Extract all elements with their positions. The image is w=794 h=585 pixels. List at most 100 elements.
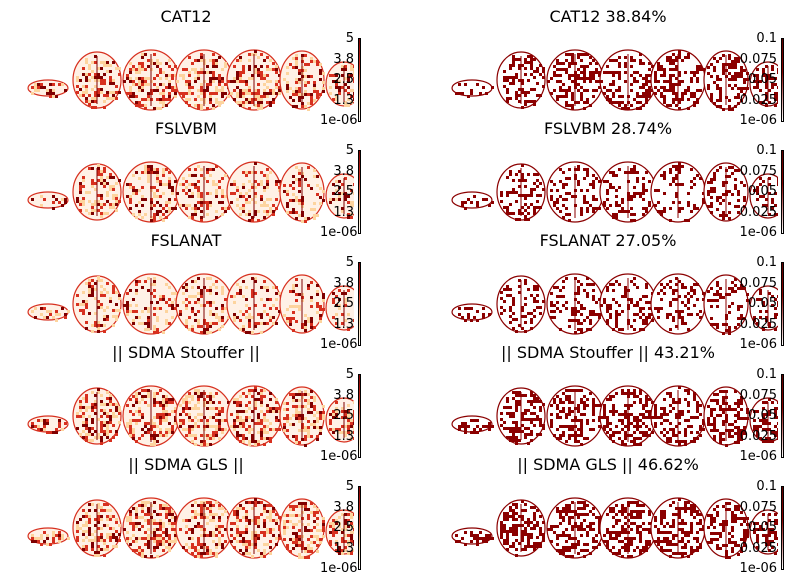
brain-slice xyxy=(72,163,122,221)
brain-slice xyxy=(546,497,604,559)
brain-slices-right xyxy=(451,273,778,335)
colorbar-tick-label: 0.05 xyxy=(748,408,777,423)
colorbar-tick-label: 5 xyxy=(345,31,354,46)
brain-slice xyxy=(650,385,706,447)
brain-slice xyxy=(122,497,180,559)
brain-slice xyxy=(122,49,180,111)
panel-title-right: || SDMA GLS || 46.62% xyxy=(517,455,699,474)
colorbar-tick-label: 1e-06 xyxy=(739,561,777,576)
brain-slice xyxy=(496,51,546,109)
colorbar-tick-label: 1e-06 xyxy=(739,449,777,464)
colorbar-tick-label: 0.075 xyxy=(739,275,777,291)
colorbar-tick-label: 1e-06 xyxy=(739,225,777,240)
brain-slice xyxy=(546,161,604,223)
right-colorbar-4 xyxy=(781,486,784,570)
brain-slice xyxy=(72,275,122,333)
left-colorbar-1 xyxy=(358,150,361,234)
brain-slice xyxy=(451,79,494,98)
colorbar-tick-label: 0.075 xyxy=(739,163,777,179)
colorbar-tick-label: 1.3 xyxy=(333,540,354,556)
colorbar-tick-label: 3.8 xyxy=(333,275,354,291)
left-colorbar-0 xyxy=(358,38,361,122)
brain-slice xyxy=(122,385,180,447)
right-colorbar-2 xyxy=(781,262,784,346)
colorbar-tick-label: 0.05 xyxy=(748,184,777,199)
brain-slice xyxy=(175,385,233,447)
colorbar-tick-label: 1e-06 xyxy=(320,225,358,240)
brain-slice xyxy=(599,161,657,223)
colorbar-tick-label: 3.8 xyxy=(333,163,354,179)
left-colorbar-2 xyxy=(358,262,361,346)
panel-title-left: FSLVBM xyxy=(155,119,217,138)
brain-slice xyxy=(325,173,354,219)
brain-slices-left xyxy=(27,49,354,111)
left-colorbar-4 xyxy=(358,486,361,570)
brain-slice xyxy=(599,49,657,111)
panel-title-left: CAT12 xyxy=(160,7,212,26)
colorbar-tick-label: 0.025 xyxy=(739,428,777,444)
brain-slice xyxy=(650,497,706,559)
colorbar-tick-label: 1e-06 xyxy=(320,113,358,128)
brain-slice xyxy=(325,397,354,443)
brain-slice xyxy=(599,273,657,335)
colorbar-tick-label: 2.5 xyxy=(333,520,354,535)
brain-slice xyxy=(325,509,354,555)
panel-title-right: FSLANAT 27.05% xyxy=(539,231,677,250)
right-colorbar-0 xyxy=(781,38,784,122)
brain-slice xyxy=(175,49,233,111)
brain-slices-right xyxy=(451,161,778,223)
colorbar-tick-label: 1.3 xyxy=(333,428,354,444)
colorbar-tick-label: 1e-06 xyxy=(320,449,358,464)
brain-slice xyxy=(27,527,70,546)
colorbar-tick-label: 0.1 xyxy=(756,31,777,46)
brain-slice xyxy=(749,397,778,443)
brain-slices-left xyxy=(27,161,354,223)
brain-slice xyxy=(451,415,494,434)
brain-slice xyxy=(325,61,354,107)
brain-slice xyxy=(27,415,69,434)
brain-slice xyxy=(72,387,122,445)
colorbar-tick-label: 1e-06 xyxy=(739,113,777,128)
colorbar-tick-label: 0.025 xyxy=(739,540,777,556)
panel-title-right: FSLVBM 28.74% xyxy=(543,119,673,138)
brain-slice xyxy=(749,285,778,331)
colorbar-tick-label: 5 xyxy=(345,255,354,270)
brain-slice xyxy=(749,173,778,219)
right-colorbar-1 xyxy=(781,150,784,234)
panel-title-right: CAT12 38.84% xyxy=(549,7,667,26)
brain-slice xyxy=(496,499,546,557)
brain-slices-left xyxy=(27,497,354,559)
panel-title-left: || SDMA Stouffer || xyxy=(112,343,260,362)
brain-slice xyxy=(546,49,604,111)
brain-slice xyxy=(546,273,604,335)
brain-slice xyxy=(279,274,325,334)
colorbar-tick-label: 0.1 xyxy=(756,367,777,382)
brain-slices-left xyxy=(27,385,354,447)
brain-slice xyxy=(27,191,69,210)
brain-slice xyxy=(496,163,546,221)
brain-slice xyxy=(599,497,657,559)
brain-slice xyxy=(749,61,778,107)
colorbar-tick-label: 3.8 xyxy=(333,51,354,67)
colorbar-tick-label: 0.025 xyxy=(739,92,777,108)
brain-slice xyxy=(27,303,70,322)
brain-slice xyxy=(279,162,325,223)
right-colorbar-3 xyxy=(781,374,784,458)
panel-title-right: || SDMA Stouffer || 43.21% xyxy=(501,343,715,362)
brain-slice xyxy=(451,527,494,546)
panel-title-left: || SDMA GLS || xyxy=(128,455,244,474)
brain-slices-right xyxy=(451,49,778,111)
brain-slice xyxy=(599,385,657,447)
colorbar-tick-label: 2.5 xyxy=(333,408,354,423)
brain-slice xyxy=(279,50,325,111)
brain-slice xyxy=(72,499,122,557)
colorbar-tick-label: 0.1 xyxy=(756,143,777,158)
brain-slice xyxy=(226,161,282,223)
colorbar-tick-label: 0.075 xyxy=(739,51,777,67)
brain-slice xyxy=(703,274,749,335)
colorbar-tick-label: 1e-06 xyxy=(739,337,777,352)
brain-slice xyxy=(122,161,180,223)
colorbar-tick-label: 0.075 xyxy=(739,499,777,515)
colorbar-tick-label: 2.5 xyxy=(333,72,354,87)
brain-slice xyxy=(650,273,706,335)
